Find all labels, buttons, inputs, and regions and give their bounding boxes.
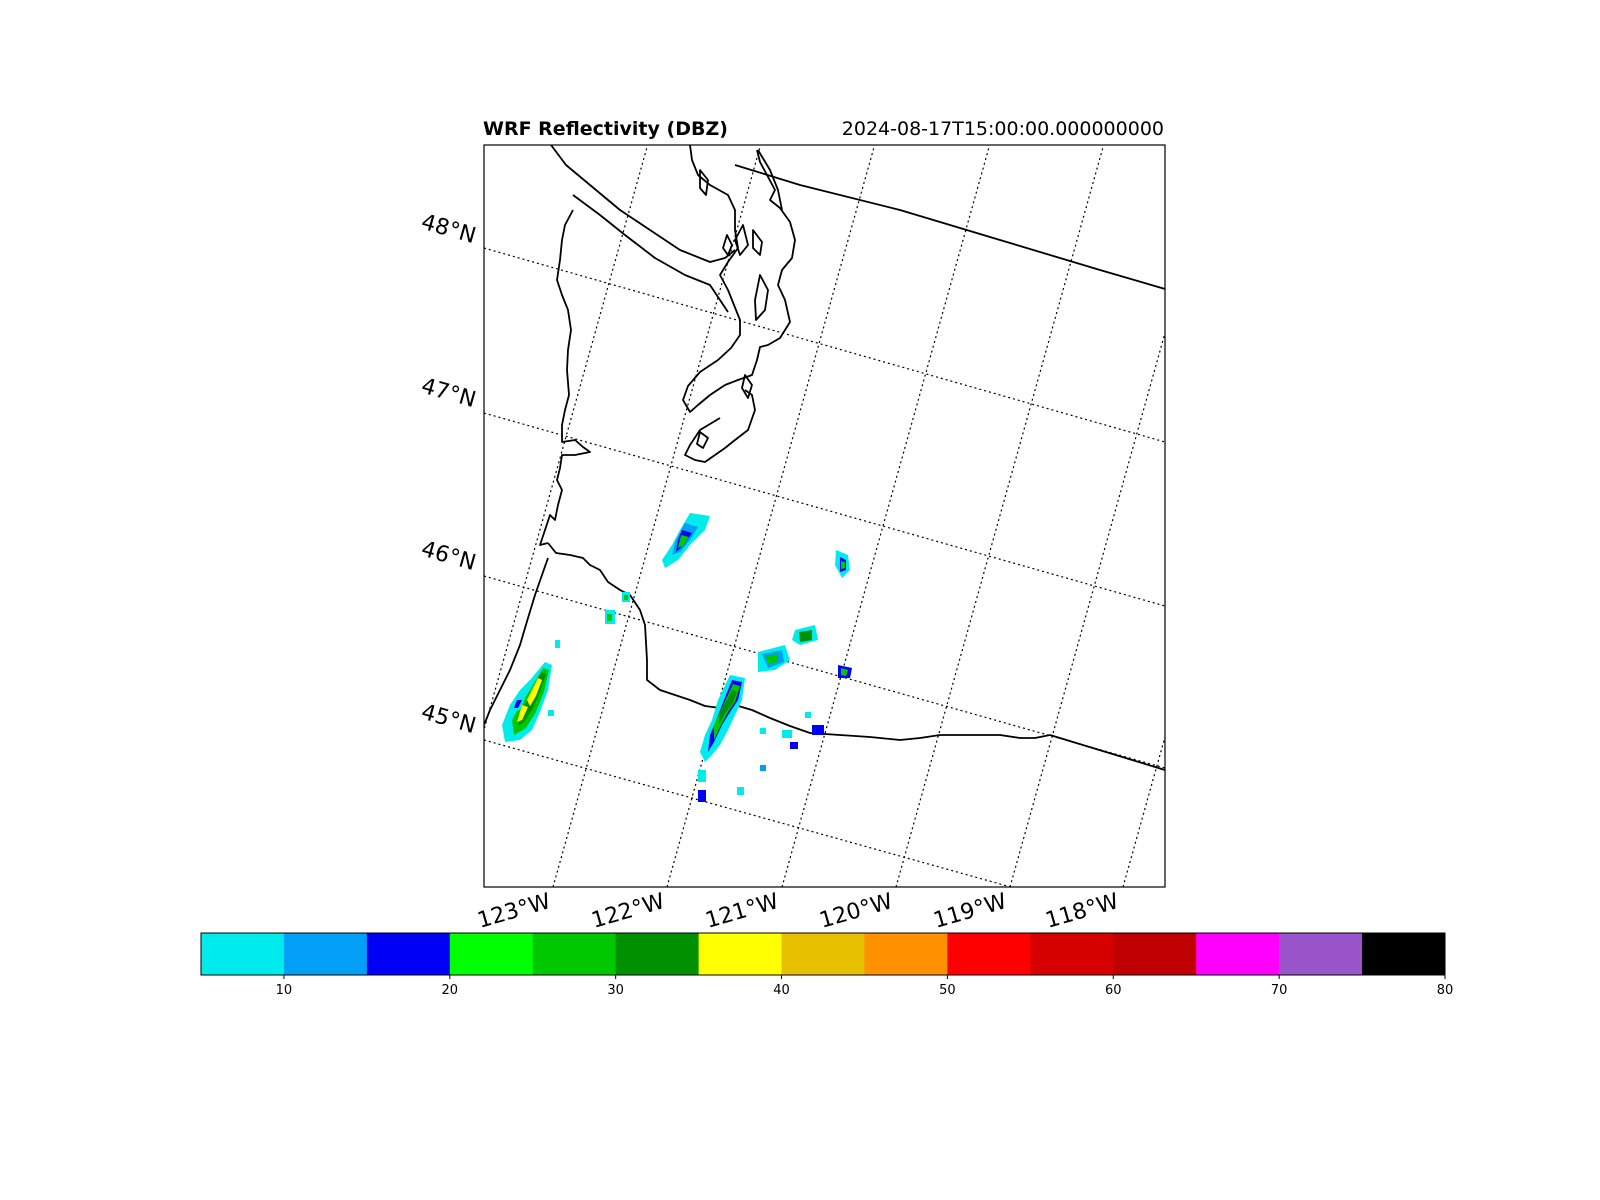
strait-of-juan-de-fuca-south bbox=[572, 194, 729, 313]
lon-label-118w: 118°W bbox=[1043, 889, 1122, 934]
parallel-48n bbox=[484, 247, 1165, 443]
meridian-122w bbox=[666, 145, 876, 887]
meridian-121w bbox=[781, 145, 991, 887]
island-fox bbox=[741, 374, 753, 399]
colorbar-segment bbox=[1196, 933, 1280, 975]
colorbar: 10 20 30 40 50 60 70 80 bbox=[200, 932, 1454, 998]
colorbar-tick-label: 10 bbox=[276, 983, 293, 998]
hood-canal bbox=[684, 389, 756, 463]
lon-label-122w: 122°W bbox=[589, 889, 668, 934]
echo-scattered-cells bbox=[548, 592, 824, 802]
us-canada-border bbox=[734, 164, 1165, 290]
meridian-124w bbox=[484, 145, 649, 732]
parallel-45n bbox=[484, 739, 1014, 887]
colorbar-segment bbox=[698, 933, 783, 975]
meridian-123w bbox=[552, 145, 762, 887]
coastlines bbox=[484, 145, 1165, 771]
island-guemes bbox=[722, 234, 733, 256]
olympic-peninsula-coast bbox=[539, 209, 591, 546]
colorbar-tick-label: 60 bbox=[1105, 983, 1122, 998]
strait-of-juan-de-fuca-north bbox=[550, 145, 736, 263]
colorbar-segment bbox=[615, 933, 700, 975]
island-san-juan bbox=[699, 169, 709, 196]
island-bainbridge bbox=[752, 229, 763, 256]
colorbar-tick-label: 40 bbox=[773, 983, 790, 998]
map-frame bbox=[483, 144, 1166, 888]
echo-cell-hood-region bbox=[700, 675, 745, 762]
valid-time: 2024-08-17T15:00:00.000000000 bbox=[841, 118, 1164, 140]
lat-label-46n: 46°N bbox=[418, 537, 478, 576]
colorbar-segment bbox=[947, 933, 1031, 975]
colorbar-tick-label: 70 bbox=[1271, 983, 1288, 998]
wa-id-border bbox=[1049, 734, 1165, 771]
colorbar-segment bbox=[283, 933, 368, 975]
meridian-118w bbox=[1122, 734, 1165, 887]
colorbar-segment bbox=[1030, 933, 1114, 975]
island-camano bbox=[734, 224, 749, 256]
island-vashon bbox=[754, 274, 769, 321]
lon-label-121w: 121°W bbox=[703, 889, 782, 934]
echo-cell-coastal-oregon bbox=[502, 662, 552, 742]
columbia-river-wa-or bbox=[547, 542, 1051, 741]
puget-sound-west bbox=[724, 149, 796, 386]
meridian-119w bbox=[1009, 330, 1165, 887]
colorbar-segment bbox=[1113, 933, 1197, 975]
map-title: WRF Reflectivity (DBZ) bbox=[483, 118, 728, 140]
colorbar-segment bbox=[1362, 933, 1446, 975]
colorbar-tick-label: 50 bbox=[939, 983, 956, 998]
echo-cell-cascades-south bbox=[758, 625, 852, 678]
oregon-coast bbox=[484, 557, 549, 726]
colorbar-tick-label: 80 bbox=[1437, 983, 1454, 998]
colorbar-segment bbox=[781, 933, 865, 975]
island-hartstene bbox=[696, 431, 709, 449]
parallel-47n bbox=[484, 412, 1165, 607]
lat-label-48n: 48°N bbox=[418, 210, 478, 249]
colorbar-tick-label: 20 bbox=[442, 983, 459, 998]
lat-labels: 48°N 47°N 46°N 45°N bbox=[418, 210, 478, 739]
echo-cell-northeast-46n bbox=[835, 550, 850, 578]
colorbar-border bbox=[200, 932, 1446, 976]
island-whidbey bbox=[757, 149, 783, 211]
lon-labels: 123°W 122°W 121°W 120°W 119°W 118°W bbox=[475, 889, 1122, 934]
lon-label-120w: 120°W bbox=[817, 889, 896, 934]
colorbar-tick-label: 30 bbox=[607, 983, 624, 998]
lat-label-45n: 45°N bbox=[418, 700, 478, 739]
colorbar-segment bbox=[366, 933, 451, 975]
colorbar-segment bbox=[1279, 933, 1363, 975]
lon-label-119w: 119°W bbox=[931, 889, 1010, 934]
lon-label-123w: 123°W bbox=[475, 889, 554, 934]
meridian-120w bbox=[895, 145, 1105, 887]
colorbar-segment bbox=[201, 933, 285, 975]
reflectivity-echoes bbox=[502, 513, 852, 802]
puget-sound-east bbox=[682, 145, 741, 413]
echo-cell-northwest-46n bbox=[662, 513, 710, 568]
colorbar-segment bbox=[532, 933, 617, 975]
colorbar-segment bbox=[449, 933, 534, 975]
colorbar-segment bbox=[864, 933, 948, 975]
lat-label-47n: 47°N bbox=[418, 374, 478, 413]
